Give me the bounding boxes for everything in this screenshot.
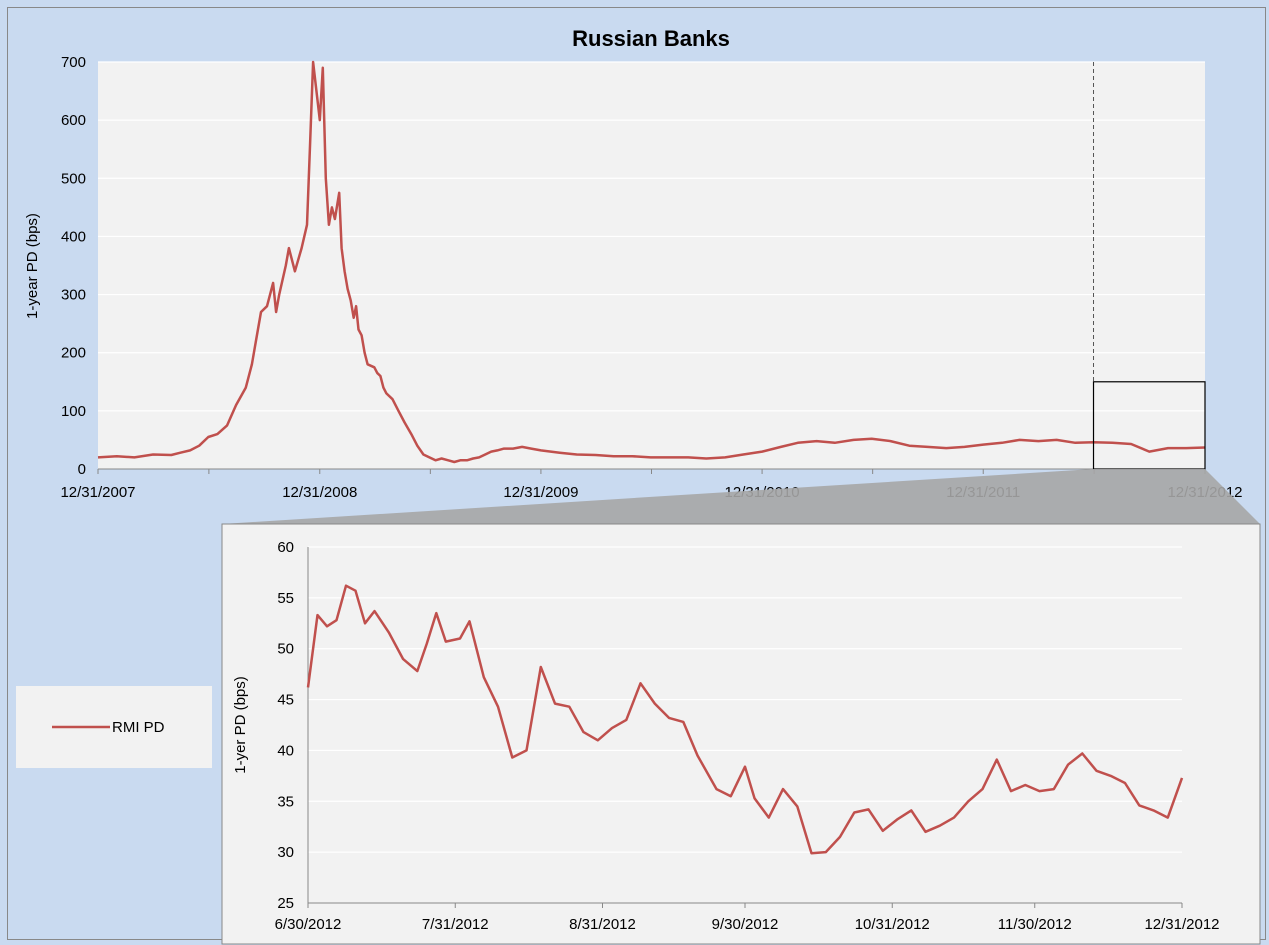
y-tick-label: 60: [277, 539, 294, 556]
y-tick-label: 700: [61, 54, 86, 71]
inset-plot-area: [308, 547, 1182, 903]
y-tick-label: 25: [277, 895, 294, 912]
x-tick-label: 11/30/2012: [998, 916, 1072, 933]
inset-x-ticks: [307, 903, 1183, 908]
y-tick-label: 100: [61, 403, 86, 420]
y-tick-label: 200: [61, 345, 86, 362]
x-tick-label: 12/31/2007: [60, 484, 135, 501]
y-tick-label: 400: [61, 228, 86, 245]
y-tick-label: 500: [61, 170, 86, 187]
inset-x-tick-labels: 6/30/2012 7/31/2012 8/31/2012 9/30/2012 10/3…: [275, 916, 1220, 933]
y-tick-label: 45: [277, 692, 294, 709]
inset-y-tick-labels: 25 30 35 40 45 50 55 60: [277, 539, 294, 912]
legend: RMI PD: [16, 686, 212, 768]
x-tick-label: 8/31/2012: [569, 916, 636, 933]
main-chart: Russian Banks 12/31/2007 12/31/2008 12/31/…: [24, 26, 1243, 501]
y-tick-label: 40: [277, 742, 294, 759]
main-y-tick-labels: 0 100 200 300 400 500 600 700: [61, 54, 86, 478]
zoom-connector: [222, 469, 1260, 524]
x-tick-label: 12/31/2012: [1144, 916, 1219, 933]
main-series-line-rmi-pd: [97, 60, 1206, 464]
main-plot-area: [98, 62, 1205, 469]
x-tick-label: 6/30/2012: [275, 916, 342, 933]
x-tick-label: 12/31/2009: [503, 484, 578, 501]
y-tick-label: 55: [277, 590, 294, 607]
y-tick-label: 50: [277, 641, 294, 658]
y-tick-label: 600: [61, 112, 86, 129]
inset-chart: 6/30/2012 7/31/2012 8/31/2012 9/30/2012 10/3…: [221, 523, 1261, 945]
x-tick-label: 9/30/2012: [712, 916, 779, 933]
main-y-axis-title: 1-year PD (bps): [24, 213, 41, 319]
x-tick-label: 12/31/2008: [282, 484, 357, 501]
x-tick-label: 7/31/2012: [422, 916, 489, 933]
x-tick-label: 10/31/2012: [855, 916, 930, 933]
y-tick-label: 35: [277, 793, 294, 810]
legend-box: [16, 686, 212, 768]
main-gridlines: [98, 61, 1205, 412]
inset-y-axis-title: 1-yer PD (bps): [232, 676, 249, 774]
y-tick-label: 30: [277, 844, 294, 861]
legend-label-rmi-pd: RMI PD: [112, 719, 165, 736]
inset-gridlines: [308, 546, 1182, 853]
chart-title: Russian Banks: [572, 26, 730, 51]
y-tick-label: 300: [61, 287, 86, 304]
y-tick-label: 0: [78, 461, 86, 478]
inset-series-line-rmi-pd: [306, 584, 1184, 855]
